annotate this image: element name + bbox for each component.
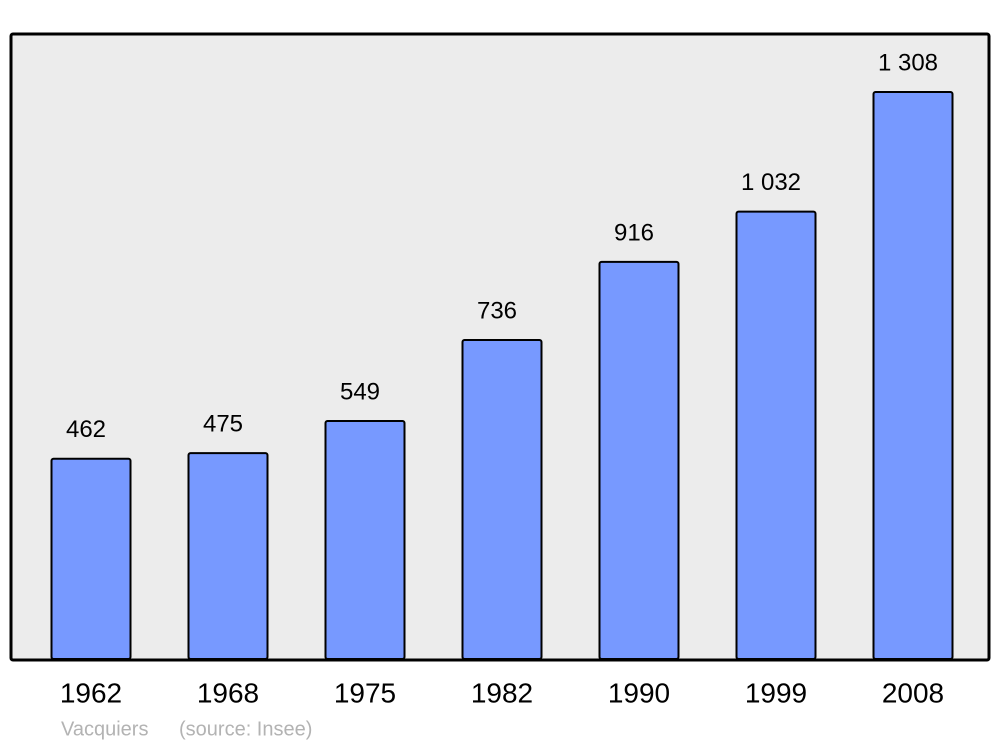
caption: Vacquiers xyxy=(61,718,148,740)
value-label: 462 xyxy=(66,416,106,443)
x-tick-label: 1990 xyxy=(608,677,670,708)
bar xyxy=(324,420,406,660)
value-label: 1 308 xyxy=(878,49,938,76)
value-label: 1 032 xyxy=(741,169,801,196)
x-tick-label: 2008 xyxy=(882,677,944,708)
bar xyxy=(50,457,132,661)
bar xyxy=(187,452,269,660)
source: (source: Insee) xyxy=(179,718,312,740)
bar xyxy=(735,210,817,660)
bar xyxy=(461,338,543,660)
value-label: 736 xyxy=(477,297,517,324)
bars xyxy=(50,91,954,661)
value-label: 916 xyxy=(614,219,654,246)
bar xyxy=(598,260,680,660)
x-tick-label: 1982 xyxy=(471,677,533,708)
bar xyxy=(872,91,954,660)
x-tick-label: 1999 xyxy=(745,677,807,708)
value-label: 475 xyxy=(203,410,243,437)
x-tick-label: 1975 xyxy=(334,677,396,708)
x-tick-label: 1962 xyxy=(60,677,122,708)
value-label: 549 xyxy=(340,378,380,405)
x-tick-label: 1968 xyxy=(197,677,259,708)
plot-frame xyxy=(9,32,991,662)
